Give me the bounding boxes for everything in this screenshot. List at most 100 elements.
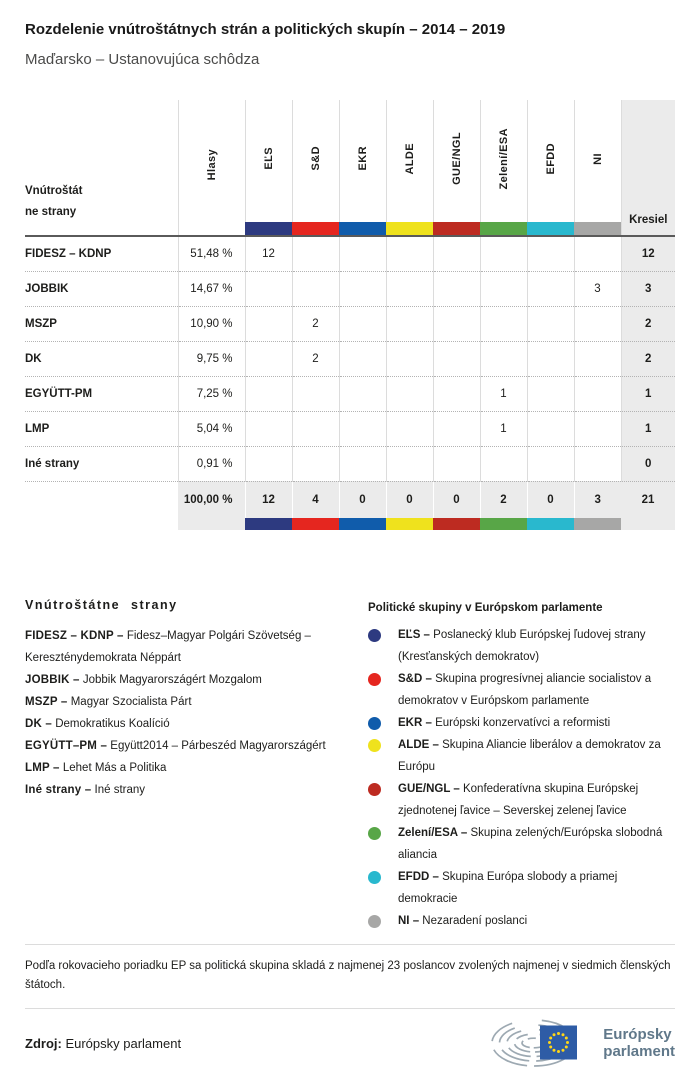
votes-percent: 14,67 %: [177, 270, 245, 306]
seat-cell: [291, 445, 339, 481]
party-name: Iné strany: [25, 445, 178, 481]
seat-cell: [526, 305, 574, 341]
group-color-swatch: [386, 518, 433, 530]
column-header-votes: Hlasy: [177, 100, 245, 237]
source-value: Európsky parlament: [61, 1035, 182, 1051]
group-color-swatch: [527, 518, 574, 530]
group-color-swatch: [245, 518, 292, 530]
legend-party-item: FIDESZ – KDNP – Fidesz–Magyar Polgári Sz…: [25, 630, 311, 664]
legend-political-groups: Politické skupiny v Európskom parlamente…: [368, 598, 675, 932]
total-group-seats: 0: [385, 480, 433, 518]
seat-cell: [479, 340, 527, 376]
group-color-dot: [368, 629, 381, 642]
table-row: EGYÜTT-PM 7,25 % 1 1: [25, 375, 675, 411]
legend-group-item: ALDE – Skupina Aliancie liberálov a demo…: [368, 734, 675, 778]
total-group-seats: 0: [338, 480, 386, 518]
seat-cell: [432, 270, 480, 306]
seat-cell: [385, 410, 433, 446]
table-row: LMP 5,04 % 1 1: [25, 410, 675, 446]
legend-group-item: EFDD – Skupina Európa slobody a priamej …: [368, 866, 675, 910]
total-seats-cell: 12: [620, 236, 675, 271]
total-group-seats: 12: [244, 480, 292, 518]
footnote: Podľa rokovacieho poriadku EP sa politic…: [25, 944, 675, 1009]
seat-cell: 2: [291, 340, 339, 376]
seat-cell: 3: [573, 270, 621, 306]
total-group-seats: 0: [526, 480, 574, 518]
table-row: DK 9,75 % 2 2: [25, 340, 675, 376]
legend-party-item: DK – Demokratikus Koalíció: [25, 718, 170, 730]
seat-cell: [432, 445, 480, 481]
column-header-zeleni-esa: Zelení/ESA: [479, 100, 527, 222]
seat-cell: [573, 445, 621, 481]
group-color-swatch: [339, 222, 386, 237]
seat-cell: [385, 270, 433, 306]
seat-cell: [244, 375, 292, 411]
seat-cell: 1: [479, 375, 527, 411]
bar-row-votes-fill: [178, 518, 245, 530]
legend-group-item: S&D – Skupina progresívnej aliancie soci…: [368, 668, 675, 712]
seat-cell: [573, 410, 621, 446]
total-group-seats: 3: [573, 480, 621, 518]
votes-percent: 0,91 %: [177, 445, 245, 481]
total-seats-cell: 2: [620, 340, 675, 376]
votes-percent: 5,04 %: [177, 410, 245, 446]
seat-cell: [385, 236, 433, 271]
seat-cell: [244, 270, 292, 306]
legend-national-parties: Vnútroštátne strany FIDESZ – KDNP – Fide…: [25, 598, 368, 932]
seat-cell: [244, 410, 292, 446]
seat-cell: [385, 305, 433, 341]
legend-group-item: EĽS – Poslanecký klub Európskej ľudovej …: [368, 624, 675, 668]
legend-party-item: Iné strany – Iné strany: [25, 784, 146, 796]
seat-cell: [432, 375, 480, 411]
seat-cell: [338, 445, 386, 481]
seat-cell: [291, 375, 339, 411]
table-row: JOBBIK 14,67 % 3 3: [25, 270, 675, 306]
legend-groups-heading: Politické skupiny v Európskom parlamente: [368, 602, 603, 614]
european-parliament-logo: Európsky parlament: [489, 1015, 675, 1071]
page-title: Rozdelenie vnútroštátnych strán a politi…: [25, 21, 506, 38]
legend-party-item: JOBBIK – Jobbik Magyarországért Mozgalom: [25, 674, 262, 686]
seat-cell: [244, 445, 292, 481]
seat-cell: [432, 305, 480, 341]
seat-cell: 1: [479, 410, 527, 446]
group-color-swatch: [433, 222, 480, 237]
votes-percent: 51,48 %: [177, 236, 245, 271]
column-header-guengl: GUE/NGL: [432, 100, 480, 222]
column-header-ni: NI: [573, 100, 621, 222]
legend-group-item: NI – Nezaradení poslanci: [368, 910, 675, 932]
seat-cell: [479, 236, 527, 271]
ep-hemicycle-flag-icon: [491, 1019, 578, 1067]
legend-group-item: GUE/NGL – Konfederatívna skupina Európsk…: [368, 778, 675, 822]
group-color-swatch: [386, 222, 433, 237]
total-seats-cell: 2: [620, 305, 675, 341]
legend-group-item: Zelení/ESA – Skupina zelených/Európska s…: [368, 822, 675, 866]
seat-cell: [526, 410, 574, 446]
total-group-seats: 2: [479, 480, 527, 518]
table-row: Iné strany 0,91 % 0: [25, 445, 675, 481]
party-name: DK: [25, 340, 178, 376]
group-color-swatch: [292, 222, 339, 237]
table-row: MSZP 10,90 % 2 2: [25, 305, 675, 341]
seat-cell: [526, 445, 574, 481]
seat-cell: [338, 410, 386, 446]
seat-cell: [526, 340, 574, 376]
table-row: FIDESZ – KDNP 51,48 % 12 12: [25, 236, 675, 271]
group-color-dot: [368, 783, 381, 796]
party-name: LMP: [25, 410, 178, 446]
total-seats-cell: 3: [620, 270, 675, 306]
legend-party-item: MSZP – Magyar Szocialista Párt: [25, 696, 192, 708]
party-name: FIDESZ – KDNP: [25, 247, 112, 260]
group-color-swatch: [527, 222, 574, 237]
seat-cell: [338, 340, 386, 376]
seat-cell: [573, 340, 621, 376]
group-color-dot: [368, 827, 381, 840]
column-header-national-parties: Vnútroštátne strany: [25, 100, 178, 237]
group-color-bar-row-bottom: [25, 518, 675, 530]
group-color-swatch: [480, 518, 527, 530]
seat-cell: [385, 340, 433, 376]
legend-group-item: EKR – Európski konzervatívci a reformist…: [368, 712, 675, 734]
group-color-dot: [368, 871, 381, 884]
column-header-ekr: EKR: [338, 100, 386, 222]
group-color-dot: [368, 717, 381, 730]
group-color-dot: [368, 673, 381, 686]
